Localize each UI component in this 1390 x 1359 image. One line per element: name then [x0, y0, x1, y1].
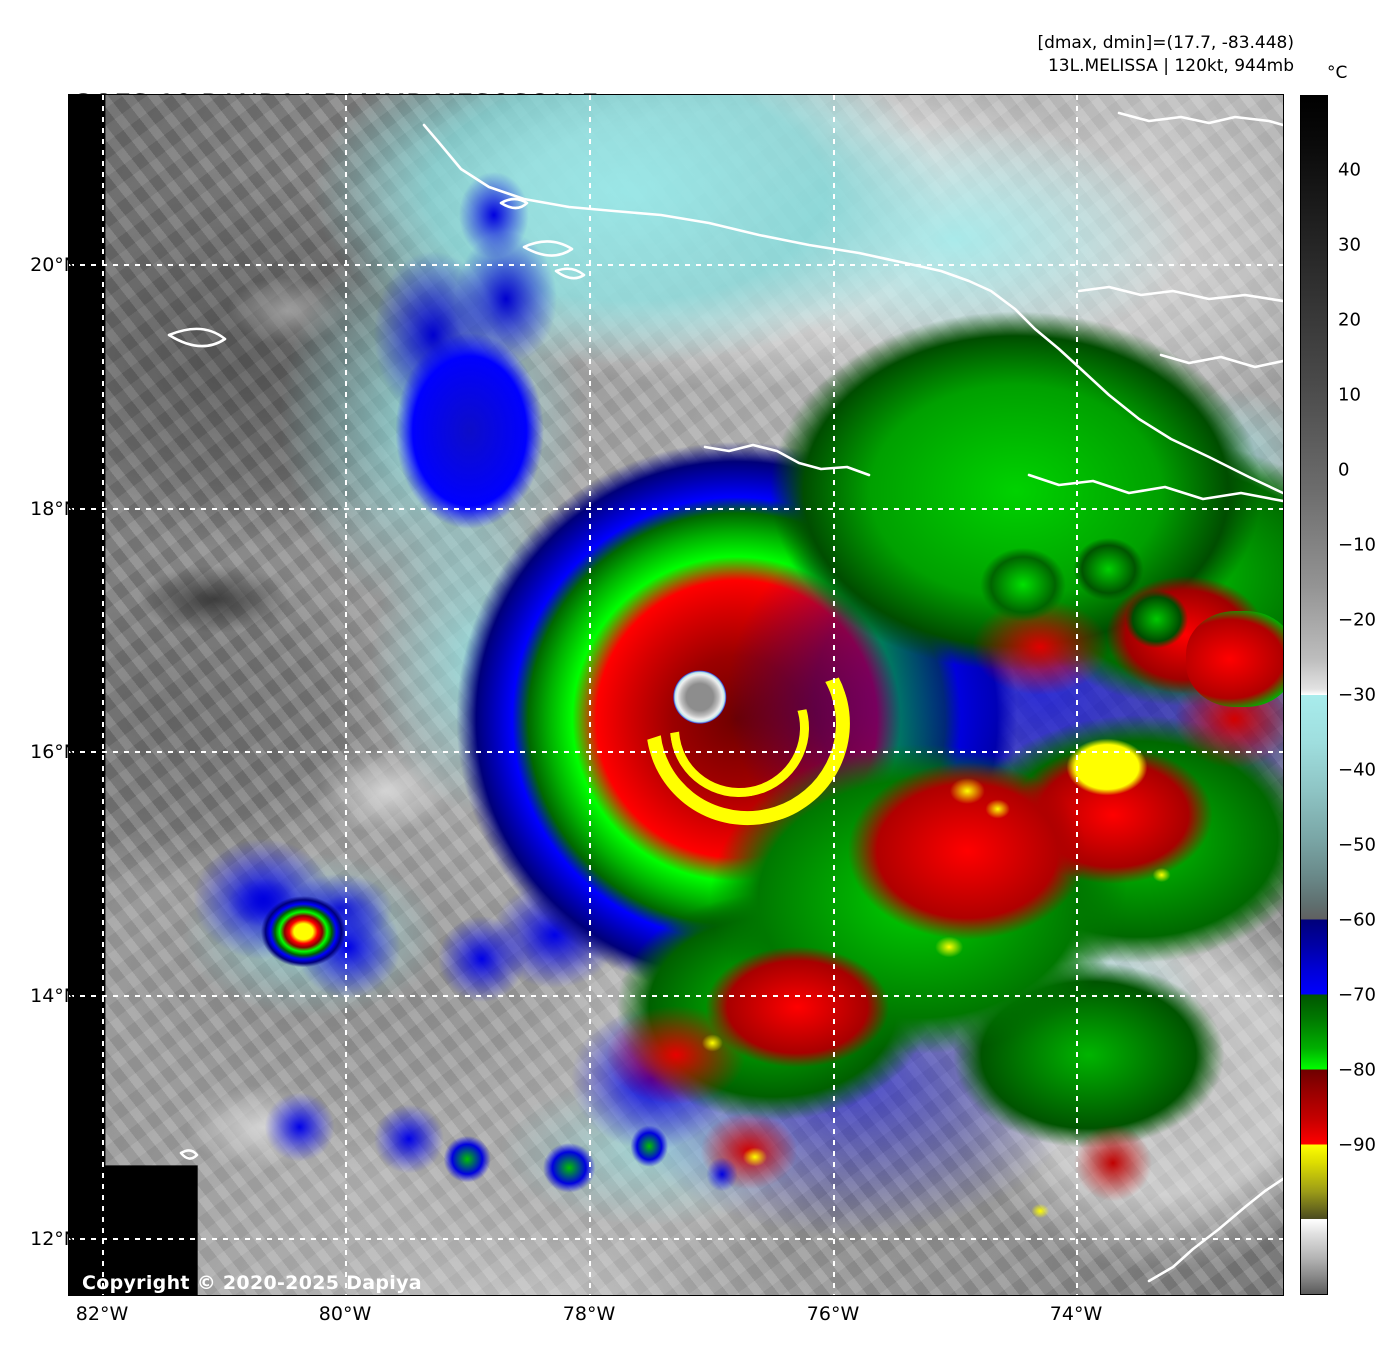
hispaniola-south-coast — [1077, 285, 1283, 303]
lat-tick-14n: 14°N — [30, 985, 78, 1007]
copyright-notice: Copyright © 2020-2025 Dapiya — [82, 1272, 422, 1294]
cay-isle-b — [522, 240, 574, 257]
cbar-tick-m10: −10 — [1338, 534, 1376, 556]
gridline-lat-20 — [69, 264, 1283, 266]
coastline-overlay — [167, 111, 1283, 1283]
lon-tick-74w: 74°W — [1049, 1303, 1103, 1325]
east-red-blob — [1185, 611, 1283, 707]
colorbar-gradient — [1301, 96, 1327, 1294]
cuba-coast-detail — [703, 443, 871, 477]
gridline-lon-80 — [345, 95, 347, 1295]
dmax-dmin-readout: [dmax, dmin]=(17.7, -83.448) — [1037, 33, 1294, 53]
cbar-tick-0: 0 — [1338, 459, 1350, 481]
header-meta-block: [dmax, dmin]=(17.7, -83.448) 13L.MELISSA… — [1037, 32, 1294, 78]
cbar-tick-m20: −20 — [1338, 609, 1376, 631]
cbar-tick-m70: −70 — [1338, 984, 1376, 1006]
gridline-lon-78 — [589, 95, 591, 1295]
cbar-tick-m40: −40 — [1338, 759, 1376, 781]
gridline-lat-12 — [69, 1238, 1283, 1240]
storm-info: 13L.MELISSA | 120kt, 944mb — [1047, 56, 1294, 76]
gridline-lon-74 — [1076, 95, 1078, 1295]
gridline-lat-18 — [69, 508, 1283, 510]
cbar-tick-m90: −90 — [1338, 1134, 1376, 1156]
hurricane-eye — [672, 670, 727, 724]
lon-tick-76w: 76°W — [806, 1303, 860, 1325]
cay-isle-d — [167, 327, 227, 348]
cbar-tick-30: 30 — [1338, 234, 1361, 256]
lon-tick-80w: 80°W — [318, 1303, 372, 1325]
lat-tick-12n: 12°N — [30, 1228, 78, 1250]
cay-isle-c — [554, 267, 586, 280]
cbar-tick-m60: −60 — [1338, 909, 1376, 931]
gridline-lon-76 — [833, 95, 835, 1295]
gridline-lat-16 — [69, 751, 1283, 753]
lat-tick-16n: 16°N — [30, 741, 78, 763]
cbar-tick-10: 10 — [1338, 384, 1361, 406]
hispaniola-coast — [1117, 111, 1283, 127]
cbar-tick-20: 20 — [1338, 309, 1361, 331]
s-isolated-cells — [408, 1103, 774, 1211]
gridline-lon-82 — [102, 95, 104, 1295]
colombia-coast — [1147, 1177, 1283, 1283]
small-isle-sw — [179, 1149, 199, 1160]
lat-tick-20n: 20°N — [30, 254, 78, 276]
lon-tick-78w: 78°W — [562, 1303, 616, 1325]
cbar-tick-40: 40 — [1338, 159, 1361, 181]
cay-isle-a — [499, 197, 529, 210]
sw-cell-cluster — [226, 863, 409, 995]
colorbar — [1300, 95, 1328, 1295]
cuba-south-coast — [422, 123, 1283, 495]
cbar-tick-m50: −50 — [1338, 834, 1376, 856]
lon-tick-82w: 82°W — [75, 1303, 129, 1325]
cbar-tick-m30: −30 — [1338, 684, 1376, 706]
cbar-tick-m80: −80 — [1338, 1059, 1376, 1081]
hispaniola-inlet — [1159, 353, 1283, 369]
lat-tick-18n: 18°N — [30, 498, 78, 520]
satellite-image-plot — [69, 95, 1283, 1295]
haiti-peninsula — [1027, 473, 1283, 503]
colorbar-unit-label: °C — [1327, 63, 1348, 83]
satellite-raster — [105, 95, 1283, 1295]
gridline-lat-14 — [69, 995, 1283, 997]
